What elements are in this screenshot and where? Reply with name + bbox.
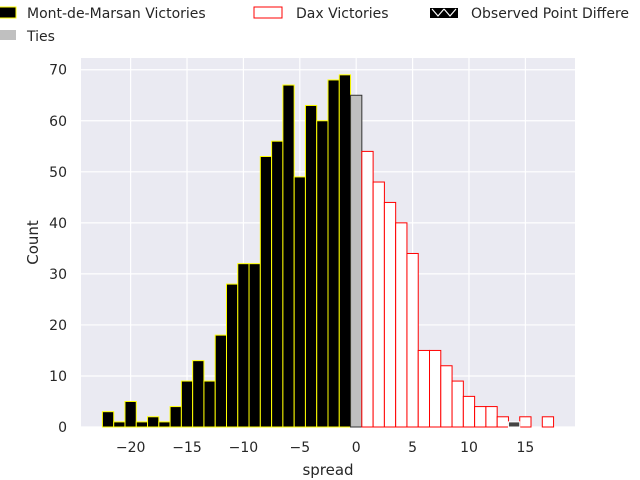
bar <box>451 380 464 428</box>
x-tick-label: −20 <box>116 440 146 456</box>
bar <box>462 395 476 428</box>
y-tick-label: 10 <box>49 369 67 385</box>
legend-swatch-dax <box>253 6 283 19</box>
bar <box>282 84 295 428</box>
y-tick-label: 50 <box>49 165 67 181</box>
bar <box>180 380 194 428</box>
x-tick-label: −10 <box>229 440 259 456</box>
legend-swatch-mdm <box>0 6 17 19</box>
legend-label: Observed Point Differe <box>471 6 629 22</box>
x-tick-label: 5 <box>408 440 417 456</box>
bar <box>395 222 408 428</box>
bar <box>485 406 498 428</box>
bar <box>519 416 532 428</box>
x-tick-label: 15 <box>516 440 534 456</box>
legend-hatch <box>431 8 457 17</box>
bar <box>429 349 442 428</box>
y-tick-label: 30 <box>49 267 67 283</box>
bar <box>113 421 126 428</box>
bar <box>124 400 137 428</box>
x-tick-label: 0 <box>352 440 361 456</box>
bar <box>372 181 385 428</box>
bar <box>225 283 239 428</box>
bar <box>203 380 216 428</box>
y-tick-label: 20 <box>49 318 67 334</box>
bar <box>147 416 160 428</box>
bar <box>293 176 306 428</box>
bar <box>383 201 397 428</box>
bar <box>406 252 419 428</box>
x-tick-label: −15 <box>172 440 202 456</box>
legend-swatch-ties <box>0 30 16 40</box>
x-tick-label: 10 <box>460 440 478 456</box>
bar <box>304 104 318 428</box>
bar <box>237 263 250 428</box>
y-tick-label: 40 <box>49 216 67 232</box>
bar <box>361 150 374 428</box>
x-axis-label: spread <box>302 461 353 479</box>
bar <box>135 421 149 428</box>
legend-swatch-observed <box>430 8 458 18</box>
bar <box>350 94 363 428</box>
bar <box>248 263 261 428</box>
bar <box>417 349 431 428</box>
legend-label: Mont-de-Marsan Victories <box>27 6 206 22</box>
y-tick-label: 70 <box>49 63 67 79</box>
legend-label: Dax Victories <box>296 6 389 22</box>
x-tick-label: −5 <box>289 440 310 456</box>
bar <box>158 421 171 428</box>
bar <box>474 406 487 428</box>
bar <box>338 74 352 428</box>
bar <box>214 334 227 428</box>
bar <box>496 416 509 428</box>
bar <box>316 120 329 428</box>
bar <box>440 365 453 428</box>
bar <box>541 416 555 428</box>
y-tick-label: 60 <box>49 114 67 130</box>
y-tick-label: 0 <box>58 420 67 436</box>
bar <box>169 406 182 428</box>
bar <box>507 421 521 428</box>
bar <box>259 156 273 428</box>
bar <box>327 79 340 428</box>
legend-label: Ties <box>26 29 55 45</box>
bar <box>101 411 115 428</box>
bar <box>271 140 284 428</box>
y-axis-label: Count <box>24 220 42 265</box>
bar <box>192 360 205 428</box>
